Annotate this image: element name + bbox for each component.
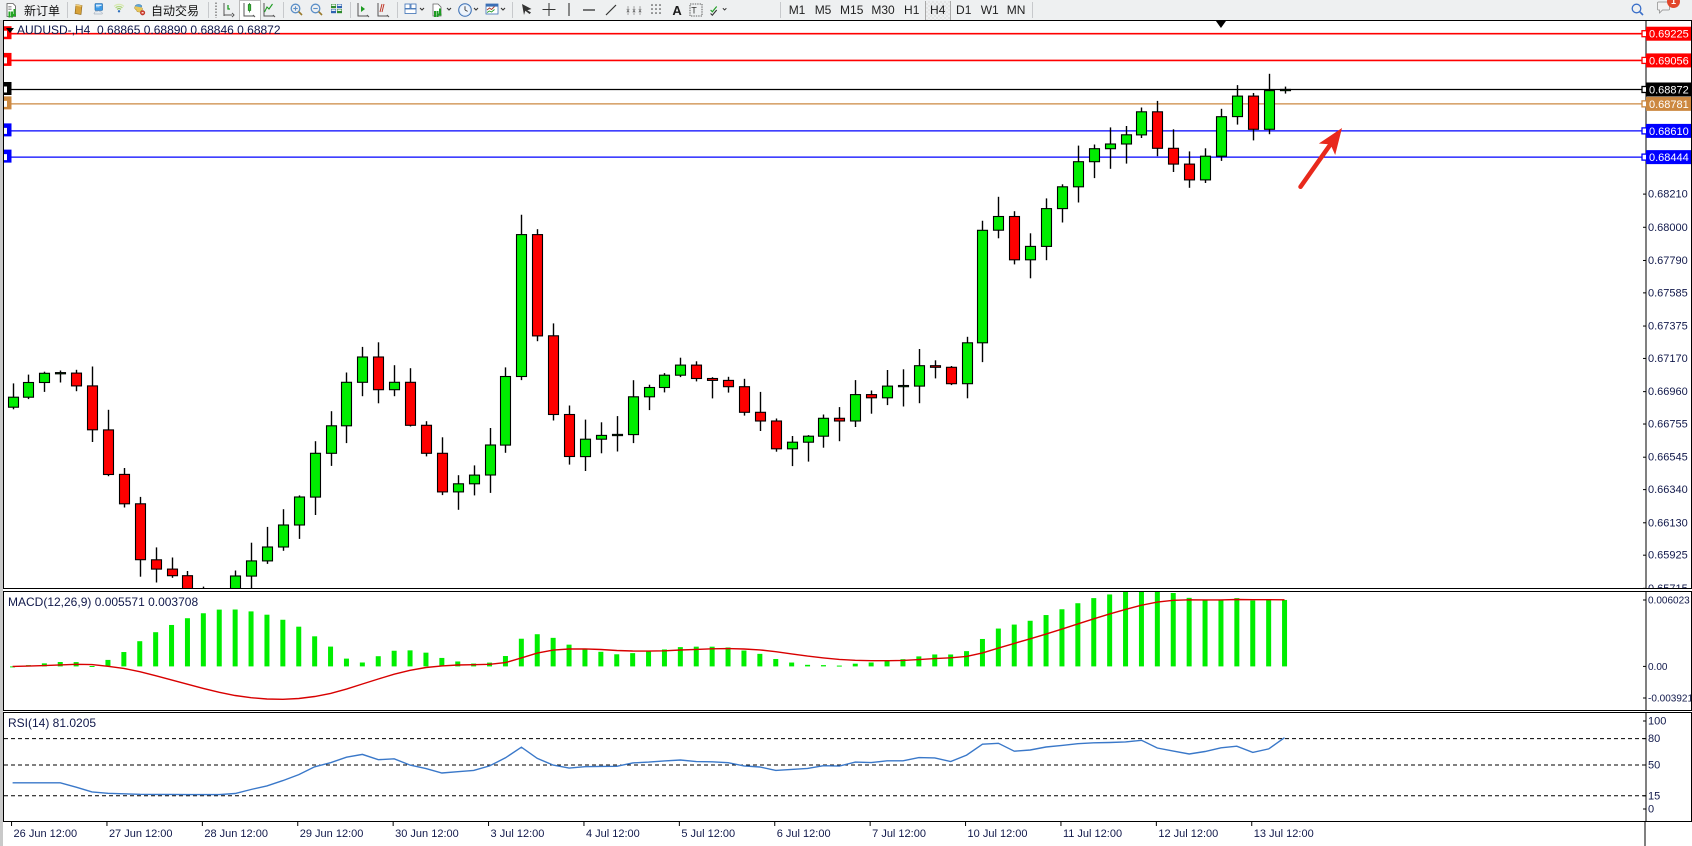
svg-text:29 Jun 12:00: 29 Jun 12:00 [300,828,364,840]
svg-text:27 Jun 12:00: 27 Jun 12:00 [109,828,173,840]
svg-text:7 Jul 12:00: 7 Jul 12:00 [872,828,926,840]
svg-text:6 Jul 12:00: 6 Jul 12:00 [777,828,831,840]
svg-text:80: 80 [1648,733,1660,745]
svg-text:0.67790: 0.67790 [1648,255,1688,267]
svg-text:0.67585: 0.67585 [1648,287,1688,299]
svg-text:0.68210: 0.68210 [1648,189,1688,201]
svg-text:4 Jul 12:00: 4 Jul 12:00 [586,828,640,840]
svg-text:0.69056: 0.69056 [1649,55,1689,67]
svg-text:100: 100 [1648,716,1666,728]
svg-text:3 Jul 12:00: 3 Jul 12:00 [491,828,545,840]
svg-text:0.68610: 0.68610 [1649,126,1689,138]
svg-text:0.66960: 0.66960 [1648,386,1688,398]
svg-text:5 Jul 12:00: 5 Jul 12:00 [681,828,735,840]
svg-text:13 Jul 12:00: 13 Jul 12:00 [1254,828,1314,840]
svg-text:0.68872: 0.68872 [1649,84,1689,96]
svg-text:0.68444: 0.68444 [1649,152,1689,164]
svg-text:50: 50 [1648,760,1660,772]
svg-text:MACD(12,26,9) 0.005571 0.00370: MACD(12,26,9) 0.005571 0.003708 [8,595,198,609]
svg-text:-0.003921: -0.003921 [1648,694,1692,705]
svg-text:0.66340: 0.66340 [1648,484,1688,496]
svg-text:0: 0 [1648,804,1654,816]
svg-text:0.67170: 0.67170 [1648,353,1688,365]
svg-text:0.68781: 0.68781 [1649,99,1689,111]
svg-text:0.65925: 0.65925 [1648,550,1688,562]
svg-text:0.65715: 0.65715 [1648,583,1688,589]
svg-text:0.66755: 0.66755 [1648,419,1688,431]
svg-text:0.006023: 0.006023 [1648,596,1690,607]
svg-text:0.66545: 0.66545 [1648,452,1688,464]
svg-text:28 Jun 12:00: 28 Jun 12:00 [204,828,268,840]
svg-text:26 Jun 12:00: 26 Jun 12:00 [14,828,78,840]
svg-text:RSI(14) 81.0205: RSI(14) 81.0205 [8,716,96,730]
svg-text:0.67375: 0.67375 [1648,321,1688,333]
svg-text:0.66130: 0.66130 [1648,517,1688,529]
svg-text:12 Jul 12:00: 12 Jul 12:00 [1158,828,1218,840]
svg-text:10 Jul 12:00: 10 Jul 12:00 [968,828,1028,840]
svg-text:11 Jul 12:00: 11 Jul 12:00 [1063,828,1122,840]
svg-text:T: T [691,6,697,16]
svg-text:0.00: 0.00 [1648,662,1668,673]
svg-text:0.68000: 0.68000 [1648,222,1688,234]
svg-text:15: 15 [1648,790,1660,802]
svg-text:ᚼᚼᚼ: ᚼᚼᚼ [625,6,643,17]
svg-text:0.69225: 0.69225 [1649,29,1689,41]
svg-text:30 Jun 12:00: 30 Jun 12:00 [395,828,459,840]
